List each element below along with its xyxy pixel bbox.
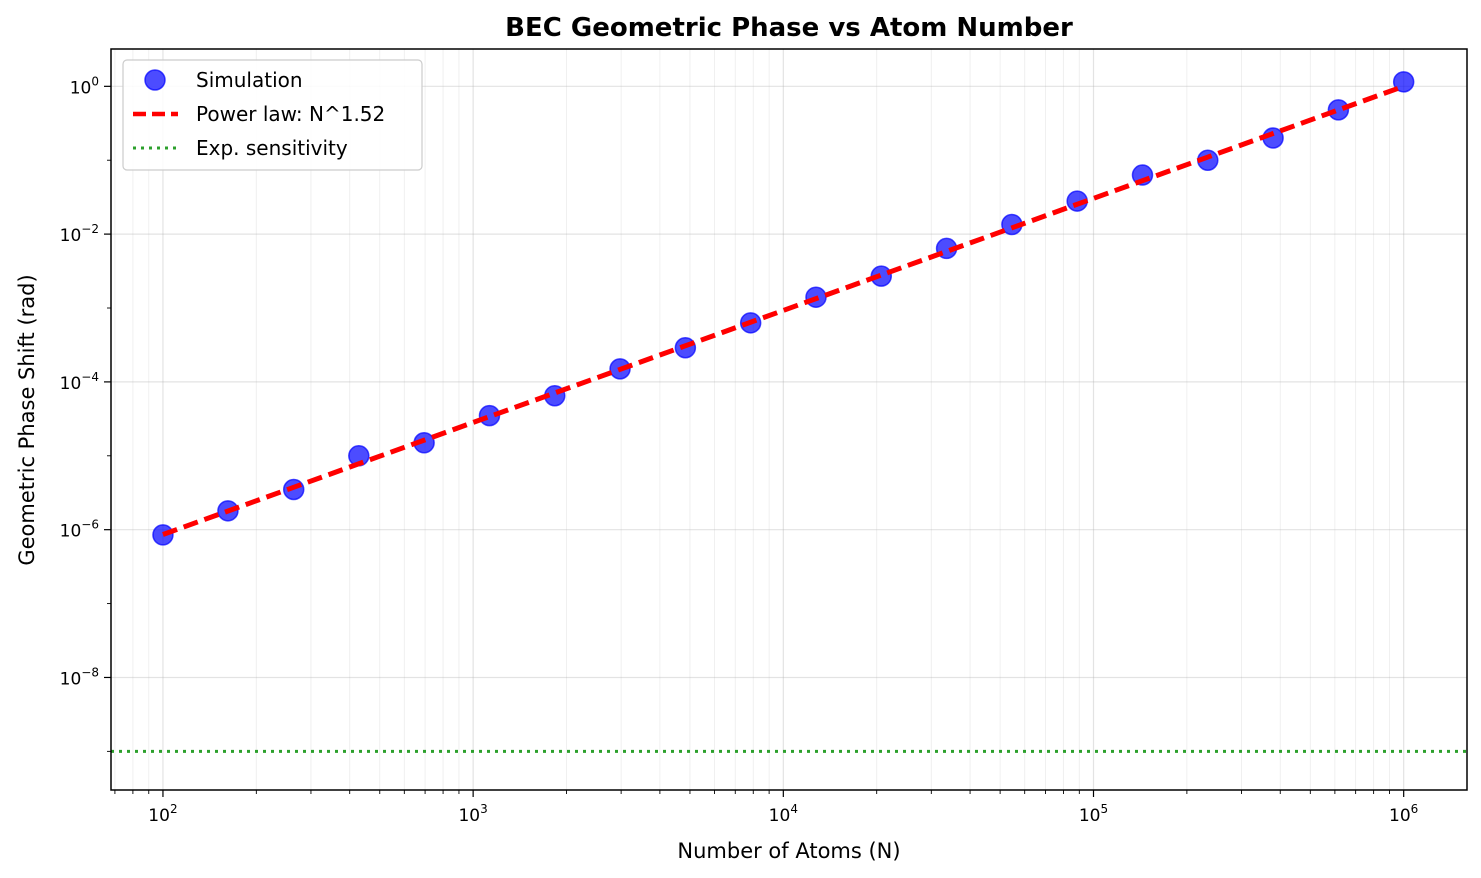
simulation-point [1327,99,1350,121]
simulation-point [1392,71,1415,93]
x-axis-label: Number of Atoms (N) [677,839,900,863]
chart-title: BEC Geometric Phase vs Atom Number [505,13,1073,43]
legend-marker-simulation [144,69,166,91]
x-tick-label: 106 [1389,802,1418,826]
x-tick-label: 105 [1079,802,1108,826]
x-tick-label: 102 [148,802,177,826]
simulation-point [152,524,174,546]
y-tick-label: 10−6 [60,518,99,542]
legend-label-simulation: Simulation [196,68,303,92]
y-axis-label: Geometric Phase Shift (rad) [15,274,39,565]
y-tick-label: 100 [70,74,99,98]
y-tick-label: 10−8 [60,665,99,689]
plot-frame [110,48,1468,791]
y-tick-label: 10−2 [60,222,99,246]
grid [111,49,1467,790]
x-tick-label: 103 [458,802,487,826]
legend-box [122,59,423,171]
legend-label-power-law: Power law: N^1.52 [196,102,385,126]
x-tick-label: 104 [769,802,798,826]
legend-label-exp-sensitivity: Exp. sensitivity [196,136,348,160]
y-tick-label: 10−4 [60,370,99,394]
plot-data [111,71,1467,753]
axis-ticks: 102 103 104 105 106 10−8 10−6 10−4 10−2 100 [60,74,1419,826]
legend: Simulation Power law: N^1.52 Exp. sensit… [122,59,423,171]
